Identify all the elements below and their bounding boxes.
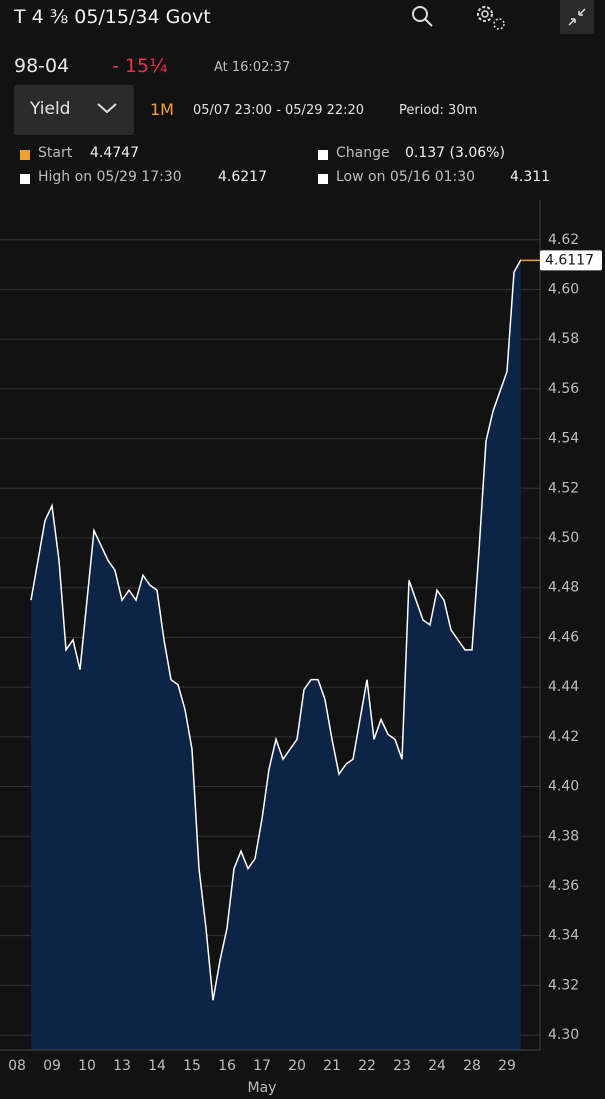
collapse-button[interactable] xyxy=(560,0,594,34)
x-tick-label: 22 xyxy=(358,1058,376,1074)
x-tick-label: 13 xyxy=(113,1058,131,1074)
x-tick-label: 14 xyxy=(148,1058,166,1074)
timestamp: At 16:02:37 xyxy=(214,60,291,75)
y-tick-label: 4.52 xyxy=(548,480,579,496)
y-tick-label: 4.34 xyxy=(548,928,579,944)
x-tick-label: 08 xyxy=(8,1058,26,1074)
y-tick-label: 4.58 xyxy=(548,331,579,347)
x-tick-label: 16 xyxy=(218,1058,236,1074)
price: 98-04 xyxy=(14,55,70,77)
x-tick-label: 17 xyxy=(253,1058,271,1074)
x-tick-label: 23 xyxy=(393,1058,411,1074)
low-label: Low on 05/16 01:30 xyxy=(336,169,476,185)
start-value: 4.4747 xyxy=(90,145,139,161)
change-swatch xyxy=(318,150,328,160)
x-tick-label: 09 xyxy=(43,1058,61,1074)
high-label: High on 05/29 17:30 xyxy=(38,169,182,185)
y-tick-label: 4.62 xyxy=(548,232,579,248)
y-tick-label: 4.48 xyxy=(548,580,579,596)
x-axis-title: May xyxy=(248,1080,277,1096)
x-tick-label: 29 xyxy=(498,1058,516,1074)
field-dropdown[interactable] xyxy=(14,85,134,135)
price-change: - 15¼ xyxy=(112,55,168,77)
y-tick-label: 4.60 xyxy=(548,281,579,297)
x-tick-label: 24 xyxy=(428,1058,446,1074)
dropdown-arrow[interactable] xyxy=(96,100,118,116)
settings-icon[interactable] xyxy=(472,2,510,32)
last-value-label: 4.6117 xyxy=(545,252,594,268)
start-label: Start xyxy=(38,145,73,161)
x-tick-label: 21 xyxy=(323,1058,341,1074)
search-icon[interactable] xyxy=(410,4,436,30)
change-label: Change xyxy=(336,145,390,161)
y-tick-label: 4.36 xyxy=(548,878,579,894)
y-tick-label: 4.30 xyxy=(548,1027,579,1043)
high-value: 4.6217 xyxy=(218,169,267,185)
last-value-box xyxy=(540,250,602,271)
y-tick-label: 4.44 xyxy=(548,679,579,695)
x-tick-label: 20 xyxy=(288,1058,306,1074)
area xyxy=(31,259,521,1050)
y-tick-label: 4.42 xyxy=(548,729,579,745)
y-tick-label: 4.32 xyxy=(548,977,579,993)
y-tick-label: 4.50 xyxy=(548,530,579,546)
low-value: 4.311 xyxy=(510,169,551,185)
y-tick-label: 4.56 xyxy=(548,381,579,397)
y-tick-label: 4.54 xyxy=(548,431,579,447)
low-swatch xyxy=(318,174,328,184)
high-swatch xyxy=(20,174,30,184)
date-span: 05/07 23:00 - 05/29 22:20 xyxy=(193,103,365,118)
y-tick-label: 4.46 xyxy=(548,629,579,645)
line xyxy=(30,259,522,1001)
x-tick-label: 10 xyxy=(78,1058,96,1074)
y-tick-label: 4.38 xyxy=(548,828,579,844)
start-swatch xyxy=(20,150,30,160)
x-tick-label: 28 xyxy=(463,1058,481,1074)
range-button[interactable]: 1M xyxy=(150,100,174,119)
security-title: T 4 ⅜ 05/15/34 Govt xyxy=(14,6,211,28)
field-label[interactable]: Yield xyxy=(30,99,71,119)
period: Period: 30m xyxy=(399,103,478,118)
x-tick-label: 15 xyxy=(183,1058,201,1074)
y-tick-label: 4.40 xyxy=(548,779,579,795)
change-value: 0.137 (3.06%) xyxy=(405,145,505,161)
